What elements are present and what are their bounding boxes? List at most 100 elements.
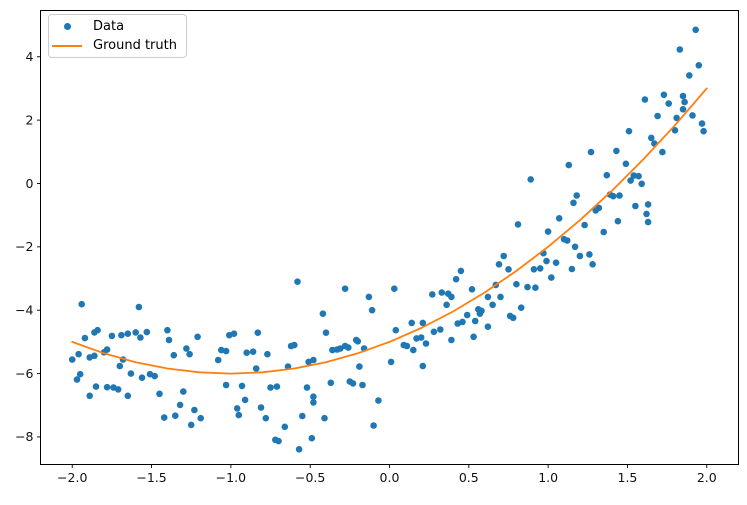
data-point bbox=[437, 326, 444, 333]
legend-item-data: Data bbox=[49, 17, 186, 36]
data-point bbox=[495, 261, 503, 268]
data-point bbox=[468, 286, 476, 293]
data-point bbox=[497, 293, 504, 301]
data-point bbox=[308, 434, 316, 442]
data-point bbox=[484, 323, 492, 331]
x-tick-label: 0.5 bbox=[459, 470, 479, 485]
data-point bbox=[419, 319, 427, 327]
data-point bbox=[132, 329, 139, 336]
data-point bbox=[644, 201, 652, 208]
data-point bbox=[573, 192, 580, 199]
data-point bbox=[375, 397, 382, 404]
x-tick-label: 1.5 bbox=[618, 470, 638, 485]
data-point bbox=[489, 301, 496, 309]
data-point bbox=[555, 215, 563, 222]
data-point bbox=[299, 412, 306, 420]
data-point bbox=[692, 26, 699, 34]
data-point bbox=[187, 421, 195, 429]
data-point bbox=[368, 306, 376, 314]
data-point bbox=[143, 328, 151, 336]
data-point bbox=[124, 392, 132, 400]
data-point bbox=[500, 252, 508, 260]
data-point bbox=[571, 243, 579, 251]
data-point bbox=[321, 414, 328, 422]
legend-ground-truth-label: Ground truth bbox=[93, 38, 177, 53]
data-point bbox=[470, 333, 477, 341]
data-point bbox=[243, 349, 250, 357]
data-point bbox=[137, 334, 144, 341]
data-point bbox=[586, 251, 593, 258]
y-tick-label: 0 bbox=[26, 176, 34, 191]
data-point bbox=[476, 310, 484, 318]
data-point bbox=[471, 317, 479, 325]
data-point bbox=[544, 228, 552, 235]
data-point bbox=[457, 267, 465, 275]
data-point bbox=[91, 352, 98, 360]
data-point bbox=[463, 311, 471, 319]
data-point bbox=[419, 362, 427, 370]
data-point bbox=[391, 285, 398, 293]
data-point bbox=[275, 437, 282, 445]
data-point bbox=[548, 274, 555, 281]
data-point bbox=[532, 284, 539, 292]
data-point bbox=[452, 275, 460, 283]
data-point bbox=[614, 217, 622, 225]
axes-frame bbox=[40, 10, 739, 465]
data-point bbox=[165, 336, 173, 344]
y-tick-label: −2 bbox=[15, 239, 33, 254]
data-point bbox=[695, 62, 703, 69]
ground-truth-line bbox=[71, 87, 708, 375]
data-point bbox=[214, 356, 222, 364]
data-point bbox=[172, 412, 179, 420]
data-point bbox=[506, 312, 514, 320]
data-point bbox=[310, 356, 317, 364]
data-point bbox=[92, 383, 100, 390]
y-tick-label: 4 bbox=[26, 49, 34, 64]
data-point bbox=[563, 237, 571, 244]
data-point bbox=[592, 207, 599, 214]
data-point bbox=[264, 350, 271, 358]
data-point bbox=[310, 399, 317, 406]
data-point bbox=[679, 106, 687, 113]
data-point bbox=[75, 350, 82, 358]
x-tick-label: −1.5 bbox=[136, 470, 166, 485]
data-point bbox=[609, 192, 617, 200]
data-point bbox=[459, 318, 466, 326]
data-point bbox=[671, 127, 679, 134]
data-point bbox=[345, 344, 352, 351]
data-point bbox=[568, 265, 576, 273]
data-point bbox=[238, 382, 246, 390]
legend: Data Ground truth bbox=[48, 14, 187, 58]
data-point bbox=[698, 120, 706, 127]
data-point bbox=[257, 404, 265, 411]
data-point bbox=[589, 261, 596, 268]
data-point bbox=[543, 257, 550, 265]
data-point bbox=[267, 384, 274, 391]
data-point bbox=[116, 362, 124, 370]
data-point bbox=[249, 348, 257, 356]
data-point bbox=[222, 381, 230, 389]
data-point bbox=[349, 380, 357, 387]
data-point bbox=[387, 358, 395, 366]
data-point bbox=[73, 376, 81, 383]
data-point bbox=[600, 228, 607, 236]
data-point bbox=[151, 372, 158, 380]
data-point bbox=[632, 202, 639, 210]
data-point bbox=[679, 92, 687, 100]
data-point bbox=[448, 293, 455, 301]
data-point bbox=[576, 252, 584, 260]
data-point bbox=[310, 393, 317, 401]
data-point bbox=[222, 347, 230, 355]
data-point bbox=[230, 330, 238, 338]
data-point bbox=[530, 266, 538, 273]
data-point bbox=[356, 363, 363, 370]
data-point bbox=[186, 350, 193, 358]
data-point bbox=[570, 199, 577, 207]
x-tick-label: 2.0 bbox=[697, 470, 717, 485]
data-point bbox=[513, 280, 520, 288]
data-point bbox=[700, 127, 707, 135]
y-tick-label: −4 bbox=[15, 303, 33, 318]
data-point bbox=[648, 134, 655, 142]
